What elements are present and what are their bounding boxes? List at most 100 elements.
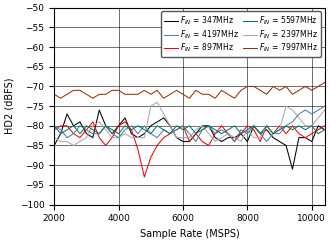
$F_{IN}$ = 2397MHz — [207, 132, 211, 135]
$F_{IN}$ = 7997MHz — [65, 93, 69, 96]
$F_{IN}$ = 347MHz — [52, 144, 56, 147]
$F_{IN}$ = 897MHz — [304, 136, 307, 139]
$F_{IN}$ = 2397MHz — [84, 136, 88, 139]
X-axis label: Sample Rate (MSPS): Sample Rate (MSPS) — [140, 229, 239, 239]
$F_{IN}$ = 897MHz — [123, 120, 127, 123]
$F_{IN}$ = 347MHz — [200, 124, 204, 127]
$F_{IN}$ = 7997MHz — [52, 93, 56, 96]
$F_{IN}$ = 4197MHz — [142, 124, 146, 127]
$F_{IN}$ = 7997MHz — [155, 89, 159, 92]
$F_{IN}$ = 5597MHz — [220, 132, 224, 135]
$F_{IN}$ = 5597MHz — [123, 124, 127, 127]
$F_{IN}$ = 897MHz — [78, 136, 82, 139]
$F_{IN}$ = 897MHz — [220, 124, 224, 127]
$F_{IN}$ = 2397MHz — [187, 136, 191, 139]
$F_{IN}$ = 7997MHz — [258, 89, 262, 92]
$F_{IN}$ = 897MHz — [194, 132, 198, 135]
$F_{IN}$ = 2397MHz — [129, 136, 133, 139]
$F_{IN}$ = 897MHz — [129, 128, 133, 131]
$F_{IN}$ = 347MHz — [233, 136, 237, 139]
Line: $F_{IN}$ = 5597MHz: $F_{IN}$ = 5597MHz — [54, 126, 325, 134]
$F_{IN}$ = 4197MHz — [200, 128, 204, 131]
$F_{IN}$ = 897MHz — [291, 124, 295, 127]
$F_{IN}$ = 2397MHz — [226, 132, 230, 135]
$F_{IN}$ = 897MHz — [245, 124, 249, 127]
$F_{IN}$ = 2397MHz — [323, 109, 327, 112]
$F_{IN}$ = 2397MHz — [278, 128, 282, 131]
$F_{IN}$ = 7997MHz — [187, 97, 191, 100]
$F_{IN}$ = 4197MHz — [207, 124, 211, 127]
$F_{IN}$ = 4197MHz — [78, 124, 82, 127]
$F_{IN}$ = 897MHz — [65, 124, 69, 127]
$F_{IN}$ = 5597MHz — [84, 124, 88, 127]
$F_{IN}$ = 347MHz — [142, 132, 146, 135]
$F_{IN}$ = 347MHz — [278, 140, 282, 143]
$F_{IN}$ = 5597MHz — [168, 132, 172, 135]
$F_{IN}$ = 347MHz — [129, 132, 133, 135]
Line: $F_{IN}$ = 4197MHz: $F_{IN}$ = 4197MHz — [54, 106, 325, 142]
$F_{IN}$ = 897MHz — [297, 132, 301, 135]
$F_{IN}$ = 5597MHz — [91, 128, 95, 131]
Y-axis label: HD2 (dBFS): HD2 (dBFS) — [4, 78, 14, 134]
$F_{IN}$ = 5597MHz — [110, 128, 114, 131]
$F_{IN}$ = 4197MHz — [187, 132, 191, 135]
$F_{IN}$ = 7997MHz — [104, 93, 108, 96]
$F_{IN}$ = 7997MHz — [97, 93, 101, 96]
$F_{IN}$ = 347MHz — [78, 120, 82, 123]
$F_{IN}$ = 4197MHz — [297, 113, 301, 115]
$F_{IN}$ = 7997MHz — [265, 93, 269, 96]
$F_{IN}$ = 2397MHz — [168, 124, 172, 127]
$F_{IN}$ = 2397MHz — [142, 136, 146, 139]
$F_{IN}$ = 4197MHz — [117, 136, 120, 139]
$F_{IN}$ = 4197MHz — [245, 132, 249, 135]
$F_{IN}$ = 4197MHz — [284, 124, 288, 127]
$F_{IN}$ = 7997MHz — [310, 89, 314, 92]
$F_{IN}$ = 5597MHz — [310, 124, 314, 127]
$F_{IN}$ = 347MHz — [245, 140, 249, 143]
$F_{IN}$ = 2397MHz — [304, 124, 307, 127]
$F_{IN}$ = 2397MHz — [291, 109, 295, 112]
$F_{IN}$ = 897MHz — [278, 124, 282, 127]
$F_{IN}$ = 347MHz — [226, 136, 230, 139]
$F_{IN}$ = 5597MHz — [52, 124, 56, 127]
$F_{IN}$ = 4197MHz — [233, 140, 237, 143]
$F_{IN}$ = 347MHz — [187, 140, 191, 143]
$F_{IN}$ = 5597MHz — [284, 124, 288, 127]
$F_{IN}$ = 4197MHz — [91, 132, 95, 135]
$F_{IN}$ = 7997MHz — [84, 93, 88, 96]
$F_{IN}$ = 7997MHz — [129, 93, 133, 96]
$F_{IN}$ = 347MHz — [168, 124, 172, 127]
$F_{IN}$ = 897MHz — [323, 124, 327, 127]
$F_{IN}$ = 897MHz — [52, 128, 56, 131]
$F_{IN}$ = 7997MHz — [181, 93, 185, 96]
$F_{IN}$ = 897MHz — [91, 120, 95, 123]
$F_{IN}$ = 7997MHz — [200, 93, 204, 96]
$F_{IN}$ = 5597MHz — [304, 128, 307, 131]
$F_{IN}$ = 7997MHz — [291, 93, 295, 96]
$F_{IN}$ = 347MHz — [213, 136, 217, 139]
$F_{IN}$ = 347MHz — [84, 132, 88, 135]
$F_{IN}$ = 7997MHz — [278, 89, 282, 92]
$F_{IN}$ = 5597MHz — [271, 132, 275, 135]
$F_{IN}$ = 7997MHz — [110, 89, 114, 92]
$F_{IN}$ = 2397MHz — [155, 101, 159, 104]
$F_{IN}$ = 347MHz — [110, 132, 114, 135]
$F_{IN}$ = 7997MHz — [239, 89, 243, 92]
$F_{IN}$ = 5597MHz — [149, 132, 153, 135]
$F_{IN}$ = 2397MHz — [284, 105, 288, 108]
$F_{IN}$ = 7997MHz — [59, 97, 63, 100]
$F_{IN}$ = 5597MHz — [239, 132, 243, 135]
$F_{IN}$ = 7997MHz — [271, 85, 275, 88]
$F_{IN}$ = 4197MHz — [149, 132, 153, 135]
$F_{IN}$ = 2397MHz — [174, 136, 178, 139]
$F_{IN}$ = 347MHz — [265, 128, 269, 131]
$F_{IN}$ = 897MHz — [117, 124, 120, 127]
$F_{IN}$ = 897MHz — [174, 128, 178, 131]
$F_{IN}$ = 7997MHz — [252, 85, 256, 88]
$F_{IN}$ = 5597MHz — [104, 124, 108, 127]
$F_{IN}$ = 4197MHz — [304, 109, 307, 112]
$F_{IN}$ = 347MHz — [316, 124, 320, 127]
$F_{IN}$ = 347MHz — [104, 124, 108, 127]
$F_{IN}$ = 4197MHz — [213, 132, 217, 135]
$F_{IN}$ = 4197MHz — [110, 132, 114, 135]
